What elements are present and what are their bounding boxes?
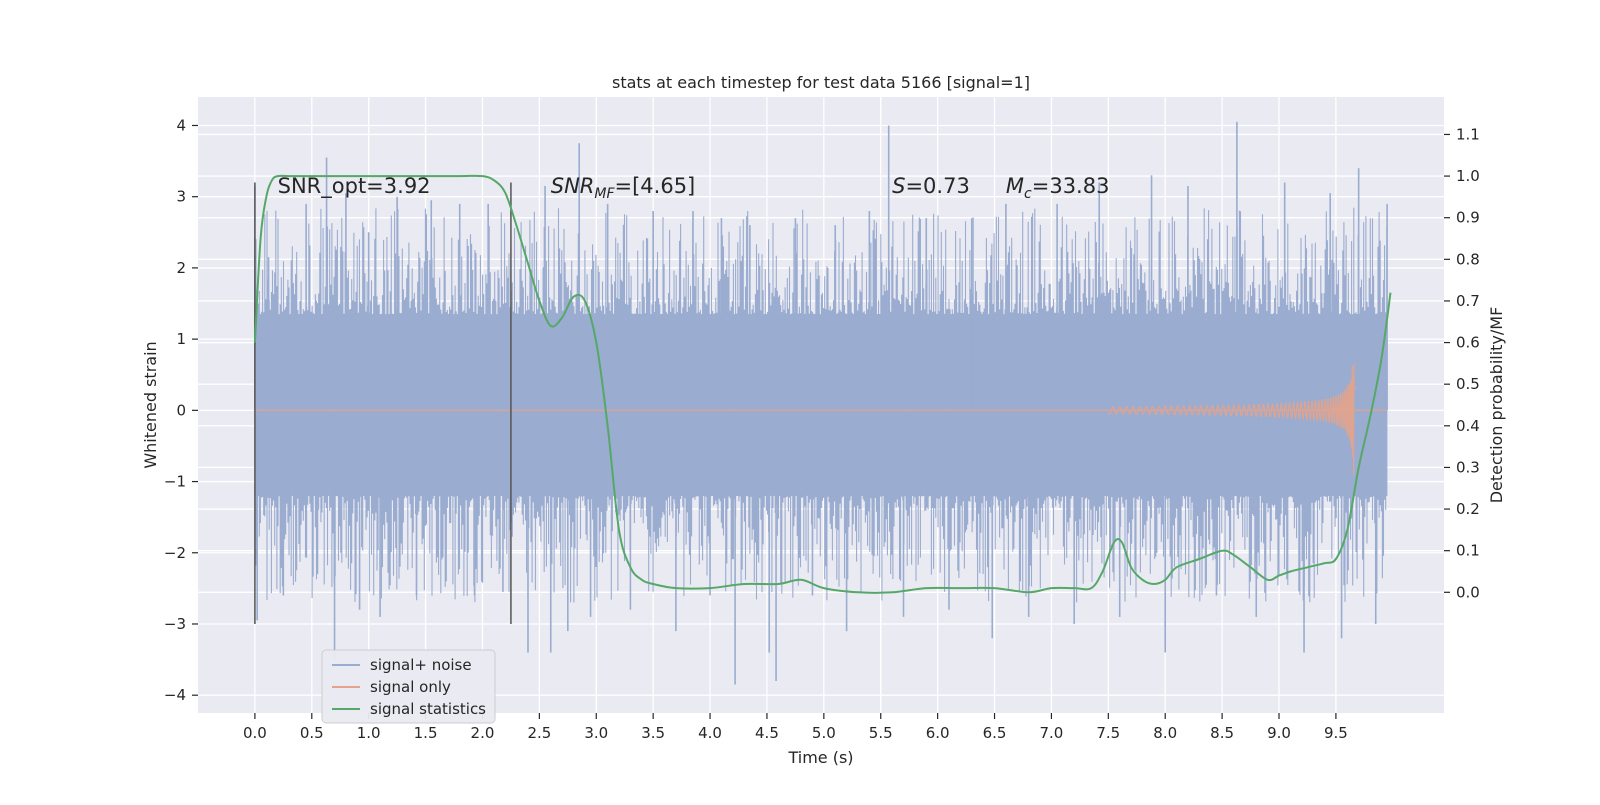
x-tick-label: 4.0: [698, 724, 722, 742]
y2-tick-label: 0.3: [1456, 458, 1480, 476]
annotation-value: =0.73: [905, 174, 969, 198]
y2-tick-label: 0.6: [1456, 334, 1480, 352]
y2-axis-label: Detection probability/MF: [1487, 307, 1506, 504]
annotation-subscript: MF: [594, 186, 615, 202]
legend: signal+ noise signal only signal statistic…: [321, 649, 496, 724]
x-tick-label: 2.5: [527, 724, 551, 742]
y-ticks: 4 3 2 1 0 −1 −2 −3 −4: [164, 116, 198, 704]
y2-tick-label: 1.1: [1456, 125, 1480, 143]
annotation-subscript: c: [1024, 186, 1032, 202]
y2-tick-label: 0.1: [1456, 542, 1480, 560]
y-tick-label: 4: [176, 116, 186, 134]
y2-tick-label: 1.0: [1456, 167, 1480, 185]
x-tick-label: 8.0: [1153, 724, 1177, 742]
x-tick-label: 5.5: [869, 724, 893, 742]
x-tick-label: 4.5: [755, 724, 779, 742]
y-tick-label: 3: [176, 188, 186, 206]
y2-tick-label: 0.7: [1456, 292, 1480, 310]
y2-tick-label: 0.2: [1456, 500, 1480, 518]
y2-tick-label: 0.4: [1456, 417, 1480, 435]
y-axis-label: Whitened strain: [141, 341, 160, 468]
y-tick-label: −4: [164, 686, 186, 704]
y-tick-label: 0: [176, 401, 186, 419]
y2-ticks: 1.1 1.0 0.9 0.8 0.7 0.6 0.5 0.4 0.3 0.2 0.1 0.0: [1444, 125, 1480, 601]
y2-tick-label: 0.8: [1456, 250, 1480, 268]
y-tick-label: 2: [176, 259, 186, 277]
annotation-main: M: [1006, 174, 1024, 198]
x-ticks: 0.0 0.5 1.0 1.5 2.0 2.5 3.0 3.5 4.0 4.5 5.0 5.5 6.0 6…: [243, 713, 1348, 742]
legend-label: signal only: [370, 678, 451, 696]
annotation-main: S: [892, 174, 905, 198]
annotation-value: =33.83: [1032, 174, 1110, 198]
y-tick-label: −3: [164, 615, 186, 633]
signal-statistics-series: [253, 174, 1392, 594]
y2-tick-label: 0.9: [1456, 209, 1480, 227]
x-tick-label: 3.0: [584, 724, 608, 742]
signal-only-trace: [1107, 364, 1357, 475]
signal-noise-series: [254, 121, 1388, 685]
x-tick-label: 0.5: [300, 724, 324, 742]
x-tick-label: 7.0: [1039, 724, 1063, 742]
legend-box: [321, 649, 496, 724]
chart-title: stats at each timestep for test data 516…: [612, 73, 1030, 92]
legend-label: signal statistics: [370, 700, 486, 718]
annotation: SNR_opt=3.92: [278, 174, 431, 199]
annotation-main: SNR: [551, 174, 595, 198]
x-tick-label: 7.5: [1096, 724, 1120, 742]
x-tick-label: 0.0: [243, 724, 267, 742]
x-tick-label: 1.0: [357, 724, 381, 742]
vertical-lines: [254, 182, 512, 624]
annotation-main: SNR_opt=3.92: [278, 174, 431, 199]
x-tick-label: 9.5: [1324, 724, 1348, 742]
y2-tick-label: 0.5: [1456, 375, 1480, 393]
x-tick-label: 3.5: [641, 724, 665, 742]
x-tick-label: 6.5: [983, 724, 1007, 742]
x-tick-label: 8.5: [1210, 724, 1234, 742]
annotation-value: =[4.65]: [615, 174, 696, 198]
y-tick-label: −2: [164, 544, 186, 562]
annotation: S=0.73: [892, 174, 970, 198]
x-tick-label: 5.0: [812, 724, 836, 742]
x-tick-label: 6.0: [926, 724, 950, 742]
legend-label: signal+ noise: [370, 656, 472, 674]
x-tick-label: 9.0: [1267, 724, 1291, 742]
x-tick-label: 1.5: [414, 724, 438, 742]
y-tick-label: 1: [176, 330, 186, 348]
y2-tick-label: 0.0: [1456, 583, 1480, 601]
signal-only-series: [254, 364, 1388, 475]
signal-statistics-line: [253, 174, 1392, 594]
annotations: SNR_opt=3.92 SNRMF=[4.65] S=0.73 Mc=33.83: [278, 174, 1110, 202]
annotation: SNRMF=[4.65]: [551, 174, 696, 202]
x-tick-label: 2.0: [471, 724, 495, 742]
y-tick-label: −1: [164, 473, 186, 491]
annotation: Mc=33.83: [1006, 174, 1110, 202]
x-axis-label: Time (s): [787, 748, 853, 767]
